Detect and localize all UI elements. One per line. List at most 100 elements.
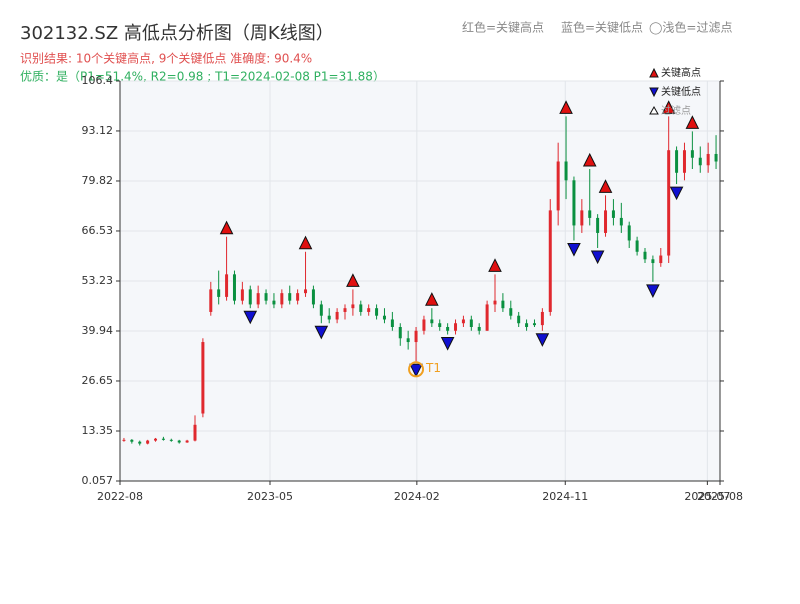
x-tick-label: 2025-08 xyxy=(697,490,743,503)
x-tick-label: 2024-02 xyxy=(394,490,440,503)
candle-body xyxy=(548,210,552,312)
candle-body xyxy=(604,210,608,233)
candle-body xyxy=(706,153,710,166)
candle-body xyxy=(698,157,702,166)
key-high-marker xyxy=(685,115,700,129)
top-legend: 蓝色=关键低点 xyxy=(561,21,643,35)
candle-body xyxy=(556,161,560,211)
candle-body xyxy=(532,323,536,326)
candle-body xyxy=(201,342,205,414)
candle-body xyxy=(296,293,300,301)
candle-body xyxy=(130,439,134,442)
key-low-marker xyxy=(243,310,258,325)
y-tick-label: 93.12 xyxy=(82,124,114,137)
x-tick-label: 2024-11 xyxy=(542,490,588,503)
candle-body xyxy=(185,440,189,443)
candle-body xyxy=(690,150,694,158)
candle-body xyxy=(177,440,181,443)
marks: T1 xyxy=(122,100,718,446)
candle-body xyxy=(351,304,355,309)
x-tick-label: 2022-08 xyxy=(97,490,143,503)
key-high-marker xyxy=(346,273,360,287)
candle-body xyxy=(232,274,236,301)
candle-body xyxy=(193,424,197,441)
x-tick-label: 2025-07 xyxy=(684,490,730,503)
candle-body xyxy=(682,150,686,173)
candle-body xyxy=(359,304,363,312)
y-tick-label: 53.23 xyxy=(82,274,114,287)
candle-body xyxy=(659,255,663,264)
candle-body xyxy=(256,293,260,305)
key-high-marker xyxy=(661,100,676,114)
key-high-marker xyxy=(598,179,613,193)
candle-body xyxy=(635,240,639,252)
candle-body xyxy=(154,438,158,441)
candle-body xyxy=(619,217,623,226)
key-low-marker xyxy=(409,363,423,378)
candle-body xyxy=(225,274,229,297)
y-tick-label: 26.65 xyxy=(82,374,114,387)
candle-body xyxy=(240,289,244,301)
key-low-marker xyxy=(440,337,455,351)
key-high-marker xyxy=(219,220,234,235)
legend-filtered-icon xyxy=(649,105,659,115)
candle-body xyxy=(161,438,165,440)
candle-body xyxy=(525,323,529,327)
candle-body xyxy=(485,304,489,331)
legend-high: 关键高点 xyxy=(661,66,701,79)
candle-body xyxy=(414,330,418,343)
key-low-marker xyxy=(646,284,660,298)
chart-title: 302132.SZ 高低点分析图（周K线图） xyxy=(20,23,334,44)
y-tick-label: 79.82 xyxy=(82,174,114,187)
candle-body xyxy=(714,153,718,162)
candle-body xyxy=(382,315,386,320)
t1-label: T1 xyxy=(425,361,441,375)
y-tick-label: 0.057 xyxy=(82,474,114,487)
top-legend: 红色=关键高点 xyxy=(462,20,544,35)
candle-body xyxy=(509,308,513,316)
candle-body xyxy=(319,304,323,316)
candle-body xyxy=(611,210,615,218)
candle-body xyxy=(564,161,568,181)
candle-body xyxy=(398,326,402,339)
candle-body xyxy=(209,289,213,312)
key-low-marker xyxy=(314,325,329,340)
candle-body xyxy=(430,319,434,324)
key-low-marker xyxy=(567,242,581,257)
candle-body xyxy=(122,439,126,441)
legend-low: 关键低点 xyxy=(661,85,701,98)
legend-high-icon xyxy=(649,67,659,78)
candle-body xyxy=(146,440,150,444)
subtitle: 识别结果: 10个关键高点, 9个关键低点 准确度: 90.4% xyxy=(20,51,312,66)
y-tick-label: 13.35 xyxy=(82,424,114,437)
candle-body xyxy=(169,439,173,441)
t1-circle xyxy=(408,361,425,378)
candle-body xyxy=(469,319,473,327)
candle-body xyxy=(288,293,292,301)
candle-body xyxy=(367,308,371,312)
candle-body xyxy=(264,293,268,301)
candle-body xyxy=(390,319,394,327)
key-high-marker xyxy=(582,152,597,167)
key-high-marker xyxy=(298,235,313,250)
candle-body xyxy=(501,300,505,309)
candle-body xyxy=(651,259,655,264)
candle-body xyxy=(343,308,347,312)
candle-body xyxy=(304,289,308,294)
candle-body xyxy=(375,308,379,316)
y-tick-label: 106.4 xyxy=(82,74,114,87)
candle-body xyxy=(627,225,631,241)
quality-note: 优质：是（P1=51.4%, R2=0.98 ; T1=2024-02-08 P… xyxy=(20,70,385,84)
candle-body xyxy=(280,293,284,305)
key-low-marker xyxy=(669,186,684,201)
candle-body xyxy=(572,180,576,226)
candle-body xyxy=(580,210,584,226)
candle-body xyxy=(540,311,544,326)
key-low-marker xyxy=(535,333,550,347)
candle-body xyxy=(335,311,339,320)
candle-body xyxy=(327,315,331,320)
key-low-marker xyxy=(590,250,605,265)
candle-body xyxy=(422,319,426,331)
